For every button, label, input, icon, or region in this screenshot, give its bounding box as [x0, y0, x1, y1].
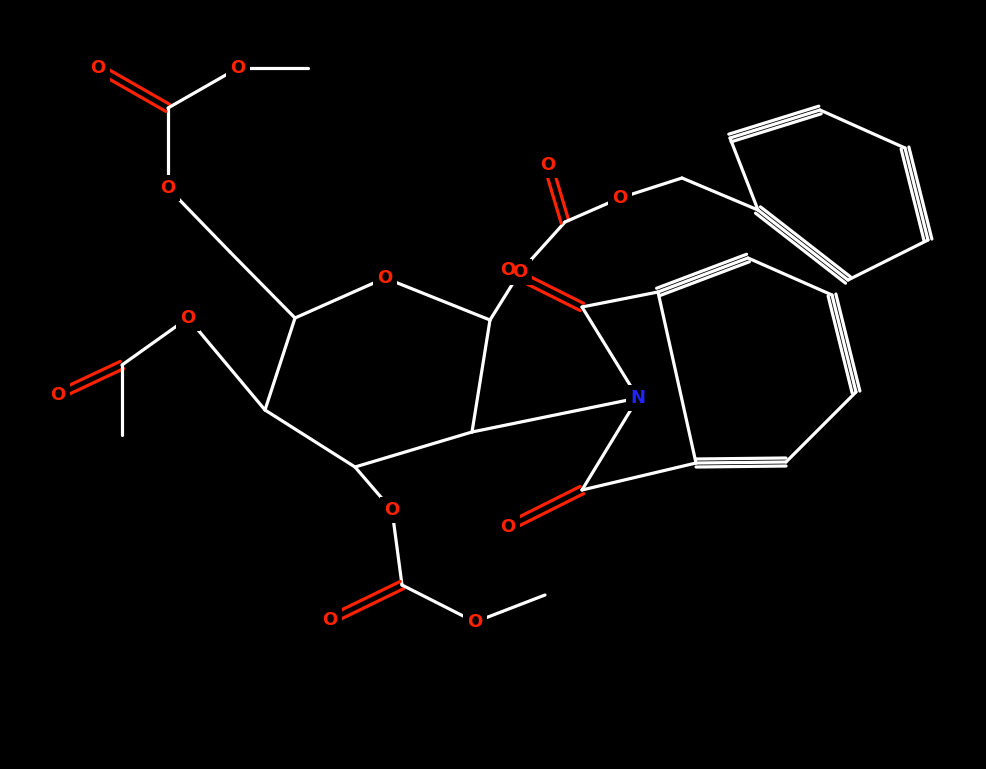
Text: O: O — [375, 268, 394, 288]
Text: O: O — [229, 58, 247, 78]
Text: O: O — [384, 501, 399, 519]
Text: O: O — [500, 261, 515, 279]
Text: N: N — [630, 389, 645, 407]
Text: O: O — [539, 156, 555, 174]
Text: O: O — [498, 517, 517, 537]
Text: O: O — [159, 178, 177, 198]
Text: O: O — [48, 385, 67, 405]
Text: O: O — [538, 155, 557, 175]
Text: O: O — [89, 58, 107, 78]
Text: O: O — [500, 518, 515, 536]
Text: O: O — [510, 262, 528, 282]
Text: O: O — [320, 610, 339, 630]
Text: O: O — [611, 189, 627, 207]
Text: N: N — [628, 388, 647, 408]
Text: O: O — [377, 269, 392, 287]
Text: O: O — [322, 611, 337, 629]
Text: O: O — [50, 386, 65, 404]
Text: O: O — [91, 59, 106, 77]
Text: O: O — [180, 309, 195, 327]
Text: O: O — [465, 612, 484, 632]
Text: O: O — [512, 263, 528, 281]
Text: O: O — [383, 500, 401, 520]
Text: O: O — [160, 179, 176, 197]
Text: O: O — [498, 260, 517, 280]
Text: O: O — [230, 59, 246, 77]
Text: O: O — [178, 308, 197, 328]
Text: O: O — [467, 613, 482, 631]
Text: O: O — [610, 188, 629, 208]
